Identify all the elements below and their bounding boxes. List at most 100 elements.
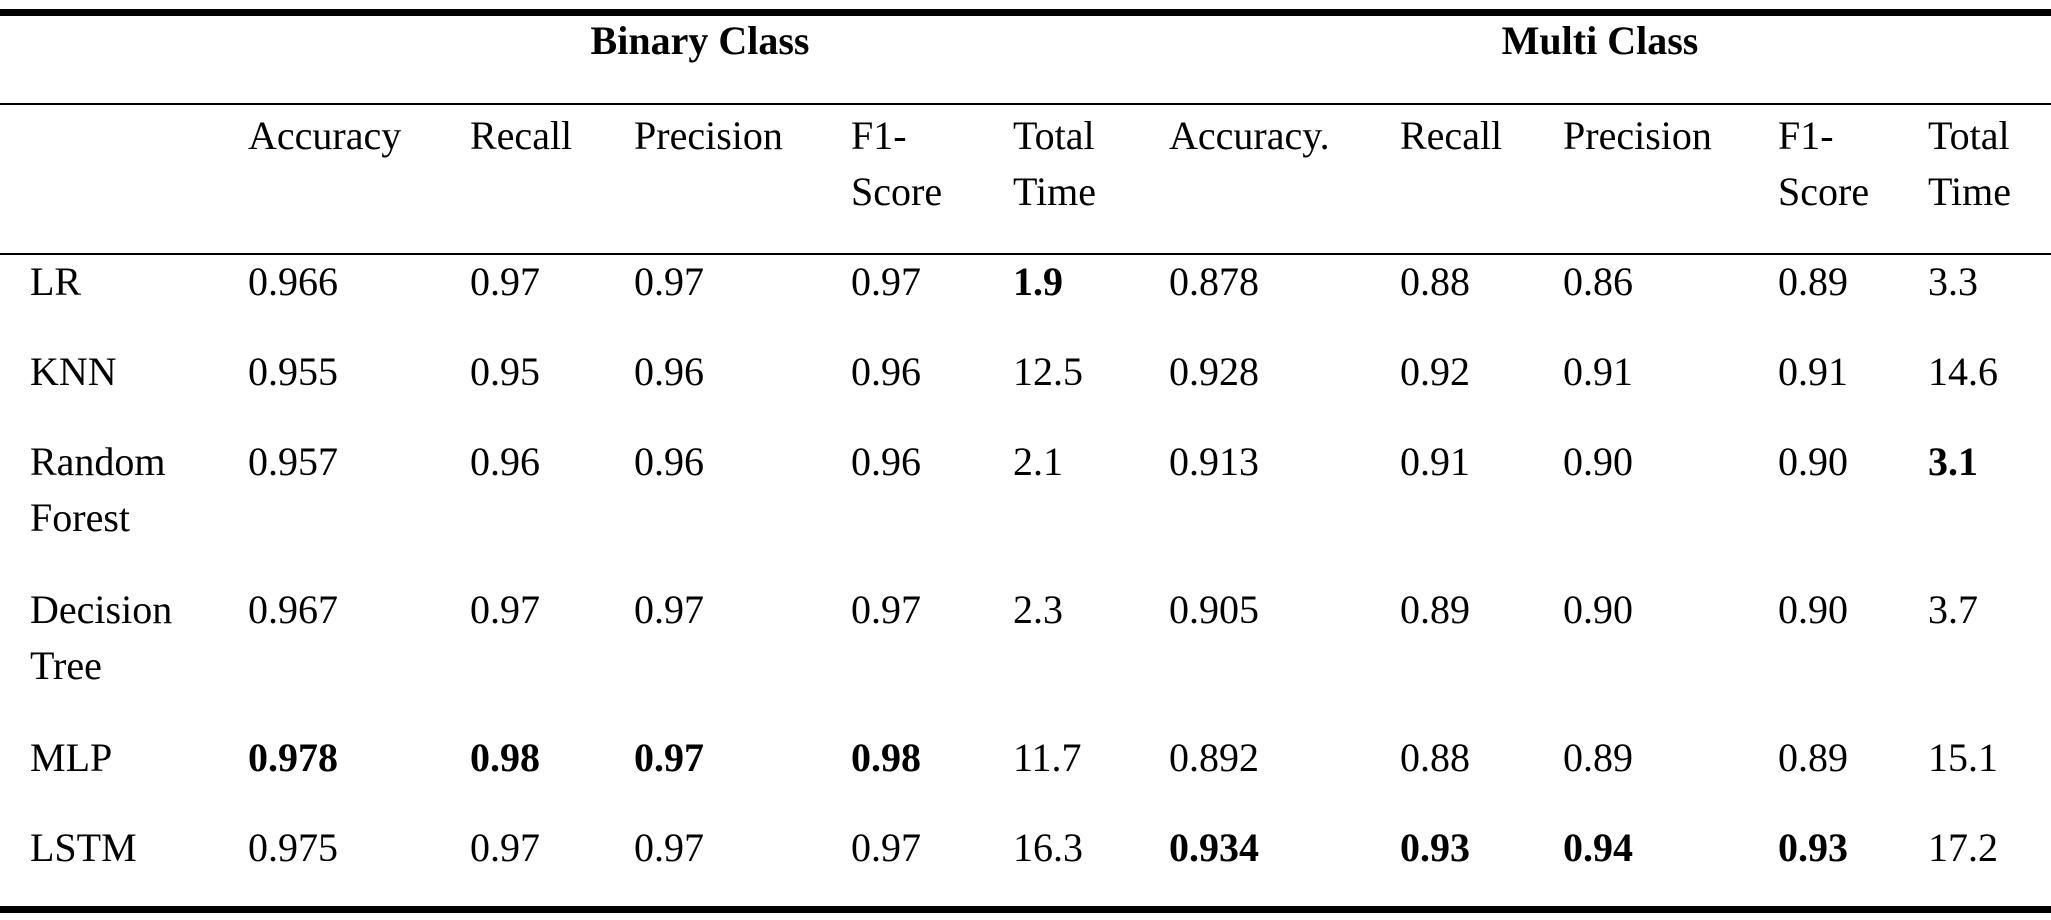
metric-value-cell: 1.9 [1013, 259, 1063, 304]
metric-value-cell: 2.3 [1013, 587, 1063, 632]
model-name-text: Random [30, 439, 166, 484]
column-header: Total Time [1013, 108, 1096, 220]
metric-value-cell: 0.966 [248, 259, 338, 304]
column-header: Precision [634, 108, 783, 164]
column-header: Recall [1400, 108, 1502, 164]
metric-value-cell: 0.955 [248, 349, 338, 394]
column-header-text: Total [1928, 113, 2010, 158]
metric-value-cell: 0.97 [634, 735, 704, 780]
model-name-text: Forest [30, 495, 130, 540]
column-header: Precision [1563, 108, 1712, 164]
metric-value-cell: 0.92 [1400, 349, 1470, 394]
metric-value-cell: 0.97 [634, 259, 704, 304]
metric-value-cell: 3.3 [1928, 259, 1978, 304]
metric-value-cell: 0.905 [1169, 587, 1259, 632]
metric-value-cell: 0.975 [248, 825, 338, 870]
model-name-text: Tree [30, 643, 102, 688]
table-bottom-rule [0, 906, 2051, 913]
metric-value-cell: 0.96 [470, 439, 540, 484]
metric-value-cell: 0.89 [1778, 259, 1848, 304]
metric-value-cell: 0.96 [634, 439, 704, 484]
model-name-cell: LR [30, 254, 81, 310]
metric-value-cell: 0.95 [470, 349, 540, 394]
metric-value-cell: 0.97 [851, 825, 921, 870]
metric-value-cell: 0.91 [1778, 349, 1848, 394]
metric-value-cell: 11.7 [1013, 735, 1082, 780]
column-header: Accuracy. [1169, 108, 1330, 164]
column-header-text: Accuracy. [1169, 113, 1330, 158]
metric-value-cell: 0.957 [248, 439, 338, 484]
metric-value-cell: 0.98 [851, 735, 921, 780]
column-header-rule [0, 253, 2051, 255]
column-header: Total Time [1928, 108, 2011, 220]
metric-value-cell: 3.1 [1928, 439, 1978, 484]
metric-value-cell: 17.2 [1928, 825, 1998, 870]
metric-value-cell: 2.1 [1013, 439, 1063, 484]
column-header: F1- Score [851, 108, 942, 220]
model-name-text: Decision [30, 587, 173, 632]
metric-value-cell: 0.90 [1778, 439, 1848, 484]
column-header-text: Precision [634, 113, 783, 158]
metric-value-cell: 0.89 [1400, 587, 1470, 632]
column-header: F1- Score [1778, 108, 1869, 220]
metric-value-cell: 0.91 [1400, 439, 1470, 484]
metric-value-cell: 0.97 [851, 587, 921, 632]
model-name-text: LR [30, 259, 82, 304]
metric-value-cell: 0.93 [1400, 825, 1470, 870]
column-header-text: F1- [1778, 113, 1834, 158]
column-header-text: Recall [1400, 113, 1503, 158]
group-header-binary-class: Binary Class [590, 18, 810, 63]
model-name-cell: Decision Tree [30, 582, 172, 694]
metric-value-cell: 3.7 [1928, 587, 1978, 632]
metric-value-cell: 0.98 [470, 735, 540, 780]
metric-value-cell: 0.978 [248, 735, 338, 780]
metric-value-cell: 0.96 [634, 349, 704, 394]
metric-value-cell: 12.5 [1013, 349, 1083, 394]
model-name-cell: MLP [30, 730, 112, 786]
metric-value-cell: 0.967 [248, 587, 338, 632]
metric-value-cell: 14.6 [1928, 349, 1998, 394]
group-header-multi-class: Multi Class [1501, 18, 1699, 63]
metric-value-cell: 0.94 [1563, 825, 1633, 870]
column-header: Accuracy [248, 108, 401, 164]
column-header-text: Score [1778, 169, 1870, 214]
column-header-text: Time [1013, 169, 1097, 214]
metric-value-cell: 0.90 [1778, 587, 1848, 632]
model-name-cell: Random Forest [30, 434, 166, 546]
table-top-rule [0, 9, 2051, 16]
metric-value-cell: 0.97 [634, 825, 704, 870]
column-header-text: Score [851, 169, 943, 214]
metric-value-cell: 0.97 [470, 259, 540, 304]
column-header-text: F1- [851, 113, 907, 158]
column-header-text: Total [1013, 113, 1095, 158]
model-name-cell: KNN [30, 344, 117, 400]
metric-value-cell: 0.878 [1169, 259, 1259, 304]
model-name-text: KNN [30, 349, 117, 394]
metric-value-cell: 0.91 [1563, 349, 1633, 394]
metric-value-cell: 0.913 [1169, 439, 1259, 484]
metric-value-cell: 0.97 [470, 825, 540, 870]
model-name-cell: LSTM [30, 820, 137, 876]
metric-value-cell: 0.90 [1563, 587, 1633, 632]
metric-value-cell: 0.934 [1169, 825, 1259, 870]
column-header: Recall [470, 108, 572, 164]
column-header-text: Accuracy [248, 113, 402, 158]
column-header-text: Time [1928, 169, 2012, 214]
metric-value-cell: 0.88 [1400, 735, 1470, 780]
column-header-text: Recall [470, 113, 573, 158]
metric-value-cell: 0.90 [1563, 439, 1633, 484]
column-header-text: Precision [1563, 113, 1712, 158]
model-name-text: MLP [30, 735, 113, 780]
metric-value-cell: 0.892 [1169, 735, 1259, 780]
metric-value-cell: 0.96 [851, 439, 921, 484]
metric-value-cell: 0.96 [851, 349, 921, 394]
metric-value-cell: 0.88 [1400, 259, 1470, 304]
metric-value-cell: 0.928 [1169, 349, 1259, 394]
group-header-rule [0, 103, 2051, 105]
model-name-text: LSTM [30, 825, 137, 870]
metric-value-cell: 0.93 [1778, 825, 1848, 870]
metric-value-cell: 0.86 [1563, 259, 1633, 304]
metric-value-cell: 0.97 [851, 259, 921, 304]
metric-value-cell: 0.97 [634, 587, 704, 632]
metric-value-cell: 15.1 [1928, 735, 1998, 780]
